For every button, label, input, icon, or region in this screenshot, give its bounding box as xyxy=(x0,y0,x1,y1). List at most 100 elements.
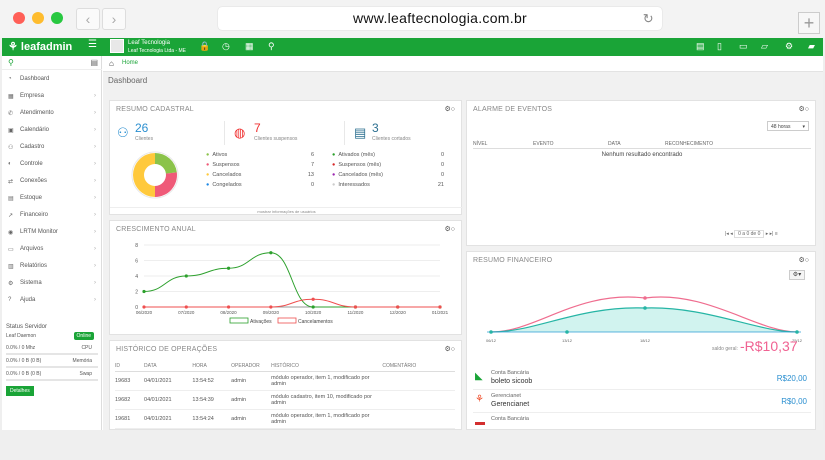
column-header[interactable]: DATA xyxy=(608,141,621,147)
lock-icon[interactable]: 🔒 xyxy=(199,41,211,51)
search-icon[interactable]: ⚲ xyxy=(8,58,14,67)
open-folder-icon[interactable]: ▱ xyxy=(761,41,768,51)
table-row[interactable]: 19682 04/01/2021 13:54:39 admin módulo cadas… xyxy=(115,390,455,410)
clock-icon[interactable]: ◷ xyxy=(222,41,230,51)
panel-controls[interactable]: ⚙○ xyxy=(444,106,455,113)
show-users-link[interactable]: mostrar informações de usuários xyxy=(110,207,463,214)
sidebar-search[interactable]: ⚲ ▤ xyxy=(2,56,102,70)
column-header[interactable]: COMENTÁRIO xyxy=(382,361,455,372)
growth-panel: CRESCIMENTO ANUAL ⚙○ 0 2 4 6 8 06/2020 07/2020… xyxy=(109,220,462,335)
swap-value: 0.0% / 0 B (0 B) xyxy=(6,371,42,377)
sidebar-item-conexoes[interactable]: ⇄ Conexões › xyxy=(2,173,102,190)
breadcrumb-home-link[interactable]: Home xyxy=(122,60,139,66)
panel-controls[interactable]: ⚙○ xyxy=(798,257,809,264)
column-header[interactable]: RECONHECIMENTO xyxy=(665,141,713,147)
sidebar-item-atendimento[interactable]: ✆ Atendimento › xyxy=(2,105,102,122)
column-header[interactable]: ID xyxy=(115,361,145,372)
sidebar-item-financeiro[interactable]: ↗ Financeiro › xyxy=(2,207,102,224)
app-logo[interactable]: ⚘ leafadmin xyxy=(8,41,73,53)
legend-row: ● Ativados (mês) 0 xyxy=(332,152,444,162)
list-icon[interactable]: ≡ xyxy=(774,231,778,237)
cut-count: 3 xyxy=(372,121,379,135)
table-cell: módulo cadastro, item 10, modificado por… xyxy=(271,390,383,410)
account-row[interactable]: ▬ Conta Bancária xyxy=(473,414,811,430)
server-status: Status Servidor Leaf Daemon Online 0.0% /… xyxy=(6,324,98,396)
sidebar-item-calendario[interactable]: ▣ Calendário › xyxy=(2,122,102,139)
chat-icon[interactable]: ▰ xyxy=(808,41,815,51)
table-cell: 13:54:52 xyxy=(192,371,232,391)
financial-panel: RESUMO FINANCEIRO ⚙○ ⚙▾ 06/12 13/12 18/12 2… xyxy=(466,251,816,430)
close-window-button[interactable] xyxy=(13,12,25,24)
back-button[interactable]: ‹ xyxy=(76,8,100,30)
x-tick-label: 12/2020 xyxy=(390,310,407,315)
account-balance: R$20,00 xyxy=(776,374,807,383)
last-page-button[interactable]: ▸| xyxy=(769,231,774,237)
sidebar-item-lrtm-monitor[interactable]: ◉ LRTM Monitor › xyxy=(2,224,102,241)
account-row[interactable]: ◣ Conta Bancária boleto sicoob R$20,00 xyxy=(473,368,811,390)
history-panel: HISTÓRICO DE OPERAÇÕES ⚙○ ID DATA HORA OPER… xyxy=(109,340,462,430)
legend-entry[interactable]: Cancelamentos xyxy=(277,317,333,325)
document-icon[interactable]: ▯ xyxy=(717,41,722,51)
prev-page-button[interactable]: ◂ xyxy=(730,231,733,237)
sidebar-item-cadastro[interactable]: ⚇ Cadastro › xyxy=(2,139,102,156)
panel-controls[interactable]: ⚙○ xyxy=(444,346,455,353)
first-page-button[interactable]: |◂ xyxy=(725,231,729,237)
chevron-right-icon: › xyxy=(94,229,96,235)
next-page-button[interactable]: ▸ xyxy=(765,231,769,237)
folder-icon[interactable]: ▭ xyxy=(739,41,748,51)
sidebar-item-arquivos[interactable]: ▭ Arquivos › xyxy=(2,241,102,258)
sidebar-item-estoque[interactable]: ▤ Estoque › xyxy=(2,190,102,207)
table-row[interactable]: 19681 04/01/2021 13:54:24 admin módulo opera… xyxy=(115,409,455,429)
maximize-window-button[interactable] xyxy=(51,12,63,24)
sidebar-item-icon: ⚇ xyxy=(8,145,14,151)
reload-icon[interactable]: ↻ xyxy=(642,11,654,26)
home-icon[interactable]: ⌂ xyxy=(109,59,114,68)
minimize-window-button[interactable] xyxy=(32,12,44,24)
table-row[interactable]: 19683 04/01/2021 13:54:52 admin módulo opera… xyxy=(115,371,455,391)
status-title: Status Servidor xyxy=(6,324,48,330)
calculator-icon[interactable]: ▤ xyxy=(696,41,705,51)
sidebar-item-sistema[interactable]: ⚙ Sistema › xyxy=(2,275,102,292)
sidebar-item-controle[interactable]: ◐ Controle › xyxy=(2,156,102,173)
column-header[interactable]: OPERADOR xyxy=(231,361,272,372)
cut-card[interactable]: ▤ 3 Clientes cortados xyxy=(350,121,450,145)
panel-controls[interactable]: ⚙○ xyxy=(444,226,455,233)
sidebar-item-dashboard[interactable]: ◔ Dashboard xyxy=(2,71,102,88)
search-icon[interactable]: ⚲ xyxy=(268,41,275,51)
grid-icon[interactable]: ▤ xyxy=(90,58,98,67)
column-header[interactable]: HORA xyxy=(192,361,232,372)
address-bar[interactable]: www.leaftecnologia.com.br ↻ xyxy=(218,7,662,30)
legend-entry[interactable]: Ativações xyxy=(229,317,272,325)
column-header[interactable]: NÍVEL xyxy=(473,141,488,147)
new-tab-button[interactable]: + xyxy=(798,12,820,34)
sidebar-item-label: Controle xyxy=(20,161,43,167)
column-header[interactable]: EVENTO xyxy=(533,141,554,147)
sidebar-item-relatorios[interactable]: ▥ Relatórios › xyxy=(2,258,102,275)
cpu-value: 0.0% / 0 Mhz xyxy=(6,345,36,351)
period-select[interactable]: 48 horas ▾ xyxy=(767,121,809,131)
account-balance: R$0,00 xyxy=(781,397,807,406)
panel-controls[interactable]: ⚙○ xyxy=(798,106,809,113)
settings-dropdown[interactable]: ⚙▾ xyxy=(789,270,805,280)
column-header[interactable]: HISTÓRICO xyxy=(271,361,383,372)
globe-icon: ◍ xyxy=(234,125,246,140)
account-row[interactable]: ⚘ Gerencianet Gerencianet R$0,00 xyxy=(473,391,811,413)
sidebar-item-ajuda[interactable]: ? Ajuda › xyxy=(2,292,102,309)
menu-toggle-icon[interactable]: ☰ xyxy=(88,39,97,50)
suspended-card[interactable]: ◍ 7 Clientes suspensos xyxy=(230,121,345,145)
legend-dot-icon: ● xyxy=(206,172,210,178)
sidebar-item-icon: ▣ xyxy=(8,128,14,134)
legend-swatch xyxy=(229,317,249,324)
legend-dot-icon: ● xyxy=(206,182,210,188)
clients-card[interactable]: ⚇ 26 Clientes xyxy=(115,121,225,145)
calendar-icon[interactable]: ▦ xyxy=(245,41,254,51)
gears-icon[interactable]: ⚙ xyxy=(785,41,794,51)
details-button[interactable]: Detalhes xyxy=(6,386,34,396)
column-header[interactable]: DATA xyxy=(144,361,193,372)
legend-value: 0 xyxy=(310,182,314,188)
forward-button[interactable]: › xyxy=(102,8,126,30)
sidebar-item-empresa[interactable]: ▦ Empresa › xyxy=(2,88,102,105)
chevron-right-icon: › xyxy=(94,161,96,167)
sidebar-item-label: Empresa xyxy=(20,93,45,99)
